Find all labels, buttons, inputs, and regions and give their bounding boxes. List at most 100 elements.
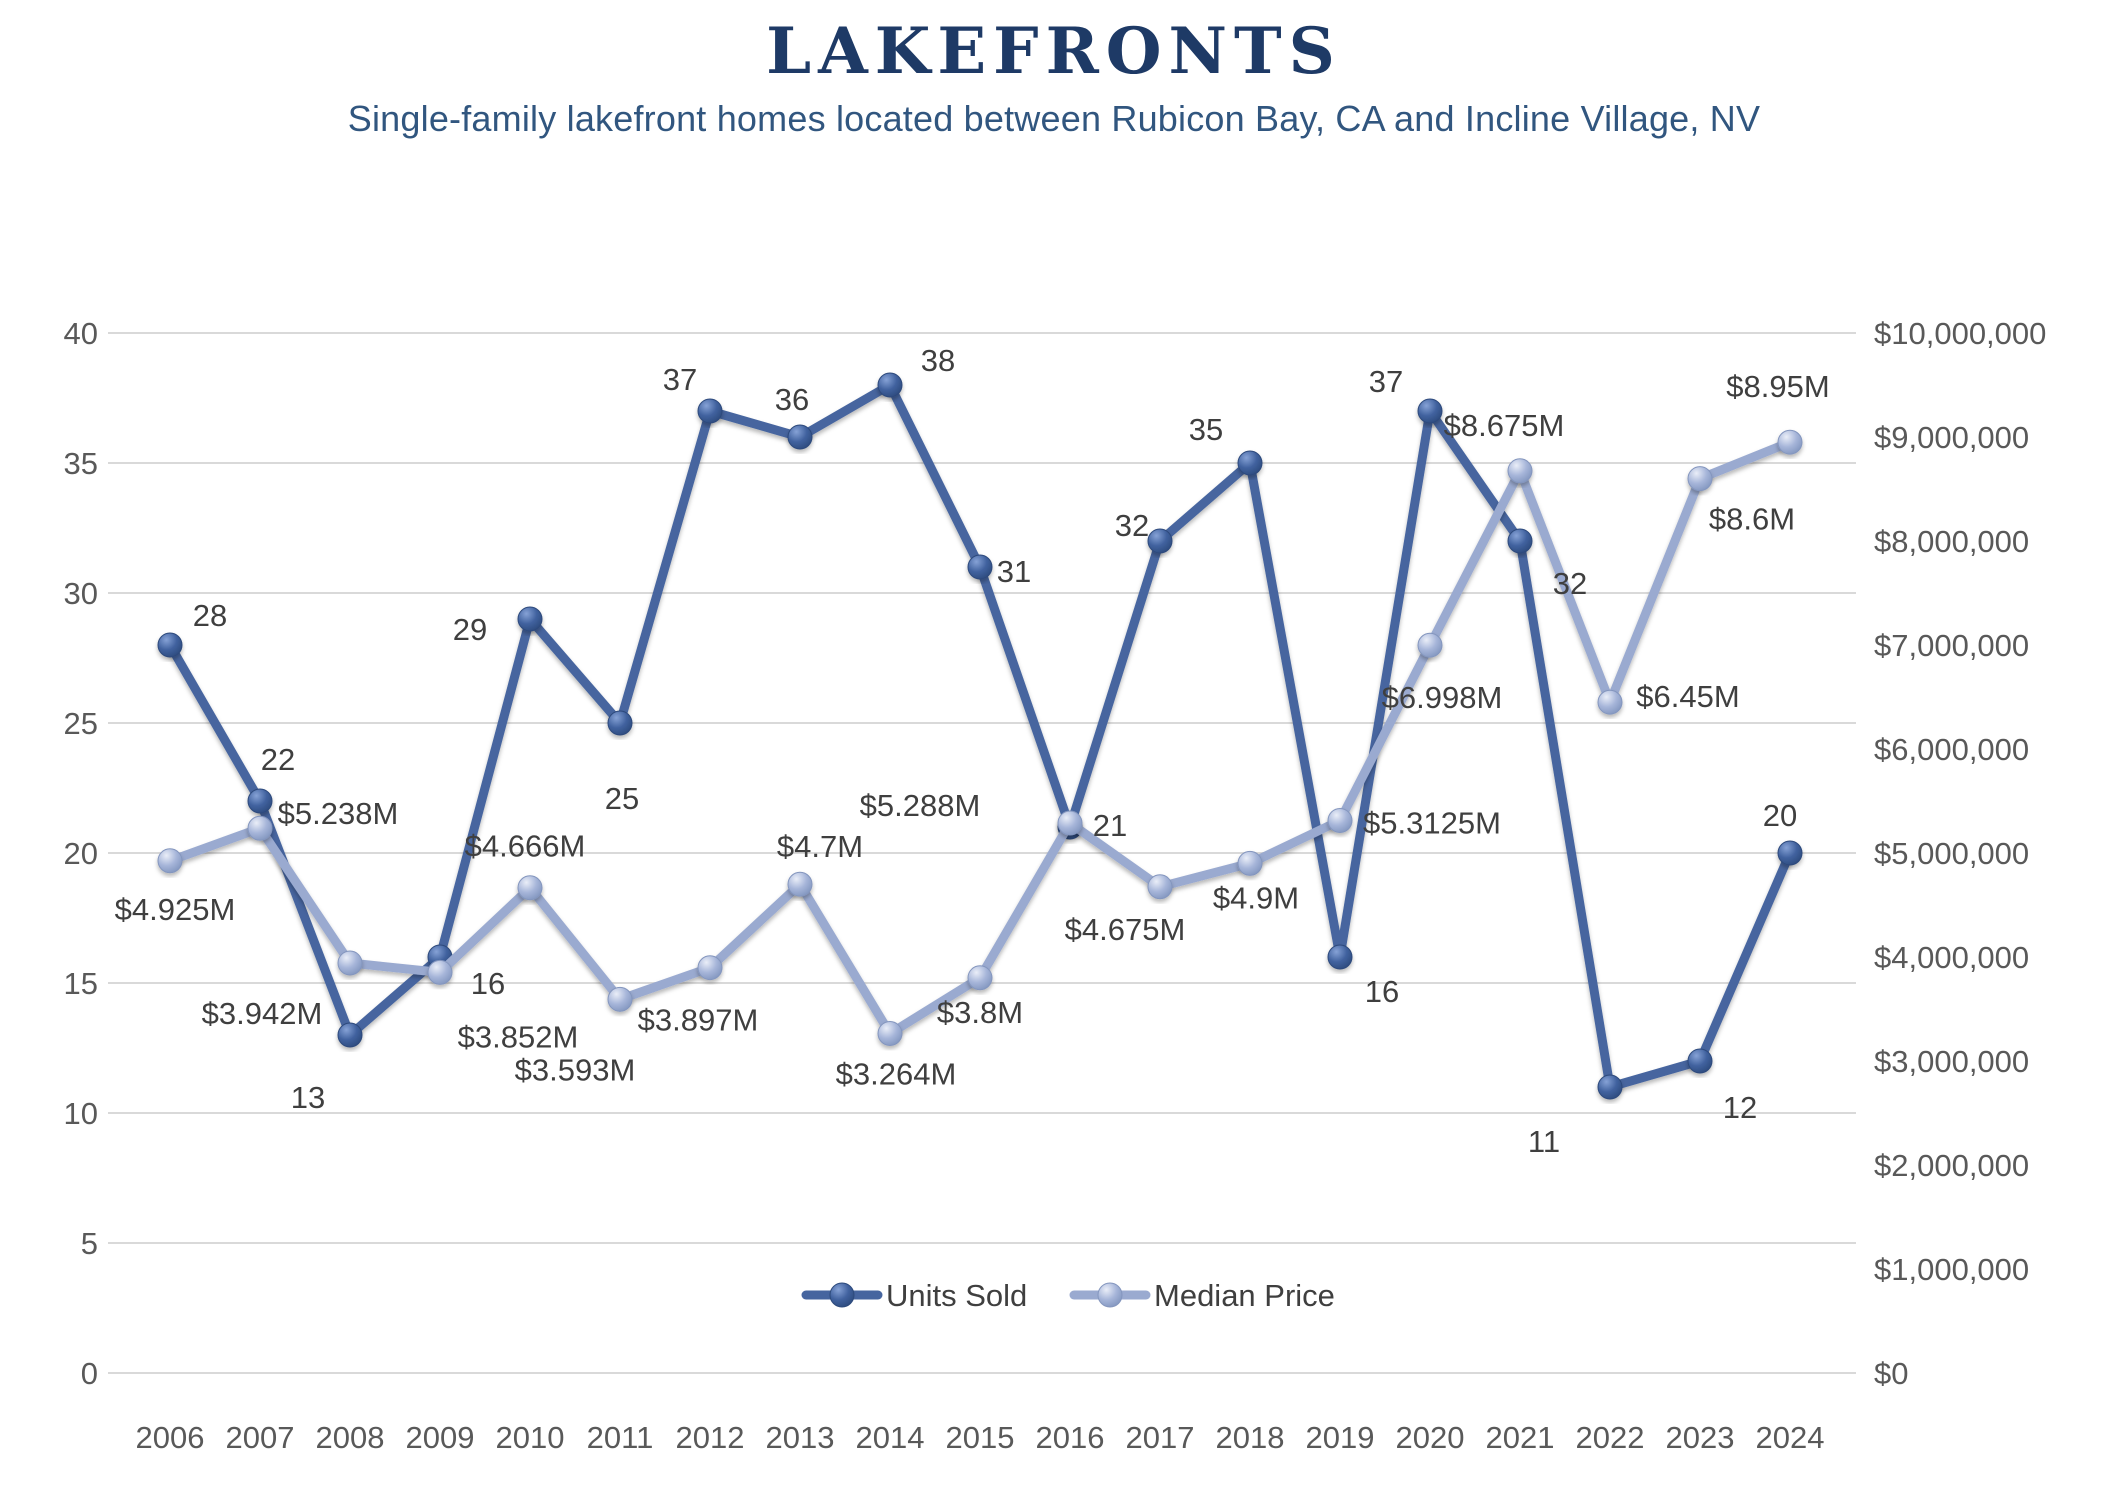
units-sold-point [337,1022,363,1048]
median-price-point [517,875,543,901]
x-axis-year-label: 2006 [136,1420,205,1455]
axis-labels: 0 5 10 15 20 25 30 35 40 $0 $1,000,000 $2,000,000 $3… [64,316,2047,1455]
units-sold-label: 32 [1115,508,1149,543]
median-price-point [427,959,453,985]
units-sold-point [1327,944,1353,970]
right-axis-tick: $9,000,000 [1874,420,2029,455]
legend-median-price-label: Median Price [1154,1278,1335,1313]
median-price-point [157,848,183,874]
x-axis-year-label: 2013 [766,1420,835,1455]
right-axis-tick: $4,000,000 [1874,940,2029,975]
x-axis-year-label: 2008 [316,1420,385,1455]
median-price-label: $3.942M [202,996,323,1031]
median-price-label: $4.925M [115,892,236,927]
units-sold-point [517,606,543,632]
units-sold-label: 29 [453,612,487,647]
median-price-label: $6.998M [1382,680,1503,715]
units-sold-label: 22 [261,742,295,777]
right-axis-tick: $7,000,000 [1874,628,2029,663]
units-sold-point [1417,398,1443,424]
x-axis-year-label: 2021 [1486,1420,1555,1455]
x-axis-year-label: 2024 [1756,1420,1825,1455]
x-axis-year-label: 2018 [1216,1420,1285,1455]
median-price-point [787,871,813,897]
units-sold-point [787,424,813,450]
units-sold-label: 38 [921,343,955,378]
median-price-label: $5.238M [278,796,399,831]
units-sold-label: 35 [1189,412,1223,447]
gridlines [108,332,1856,1374]
median-price-point [1417,632,1443,658]
units-sold-point [1687,1048,1713,1074]
median-price-point [1237,850,1263,876]
x-axis-year-label: 2016 [1036,1420,1105,1455]
units-sold-label: 21 [1093,808,1127,843]
right-axis-tick: $10,000,000 [1874,316,2046,351]
median-price-label: $3.593M [515,1052,636,1087]
right-axis-tick: $1,000,000 [1874,1252,2029,1287]
median-price-label: $8.95M [1726,369,1829,404]
right-axis-tick: $0 [1874,1356,1908,1391]
median-price-point [1507,458,1533,484]
median-price-point [1687,466,1713,492]
median-price-label: $3.852M [458,1019,579,1054]
units-sold-point [157,632,183,658]
x-axis-year-label: 2010 [496,1420,565,1455]
units-sold-label: 12 [1723,1090,1757,1125]
x-axis-year-label: 2019 [1306,1420,1375,1455]
median-price-label: $6.45M [1636,679,1739,714]
x-axis-year-label: 2007 [226,1420,295,1455]
right-axis-tick: $3,000,000 [1874,1044,2029,1079]
median-price-point [247,815,273,841]
right-axis-tick: $6,000,000 [1874,732,2029,767]
units-sold-label: 28 [193,598,227,633]
left-axis-tick: 0 [81,1356,98,1391]
left-axis-tick: 15 [64,966,98,1001]
left-axis-tick: 10 [64,1096,98,1131]
x-axis-year-label: 2022 [1576,1420,1645,1455]
units-sold-point [697,398,723,424]
legend-median-price-marker [1097,1282,1123,1308]
right-axis-tick: $5,000,000 [1874,836,2029,871]
units-sold-point [1597,1074,1623,1100]
page-subtitle: Single-family lakefront homes located be… [347,98,1761,139]
median-price-point [1597,689,1623,715]
median-price-point [1057,810,1083,836]
x-axis-year-label: 2020 [1396,1420,1465,1455]
units-sold-point [1237,450,1263,476]
left-axis-tick: 40 [64,316,98,351]
median-price-point [1327,808,1353,833]
units-sold-label: 20 [1763,798,1797,833]
legend: Units Sold Median Price [801,1278,1335,1313]
page-title: LAKEFRONTS [766,14,1342,89]
median-price-label: $4.666M [465,829,586,864]
units-sold-label: 37 [663,362,697,397]
units-sold-label: 13 [291,1080,325,1115]
units-sold-point [877,372,903,398]
legend-units-sold-marker [829,1282,855,1308]
units-sold-label: 16 [1365,974,1399,1009]
x-axis-year-label: 2009 [406,1420,475,1455]
left-axis-tick: 30 [64,576,98,611]
x-axis-year-label: 2014 [856,1420,925,1455]
right-axis-tick: $2,000,000 [1874,1148,2029,1183]
legend-units-sold-label: Units Sold [886,1278,1027,1313]
x-axis-year-label: 2012 [676,1420,745,1455]
units-sold-point [1147,528,1173,554]
median-price-label: $4.9M [1213,880,1299,915]
median-price-label: $8.6M [1709,502,1795,537]
left-axis-tick: 5 [81,1226,98,1261]
left-axis-tick: 20 [64,836,98,871]
units-sold-label: 11 [1528,1124,1560,1159]
median-price-point [1777,429,1803,455]
units-sold-point [967,554,993,580]
median-price-label: $3.264M [836,1057,957,1092]
x-axis-year-label: 2011 [587,1420,654,1455]
units-sold-label: 36 [775,382,809,417]
data-labels: 28 22 13 16 29 25 37 36 38 31 21 32 35 16 37 32 11 12 20 $4… [115,343,1830,1159]
units-sold-label: 16 [471,966,505,1001]
units-sold-label: 25 [605,781,639,816]
median-price-point [1147,874,1173,900]
